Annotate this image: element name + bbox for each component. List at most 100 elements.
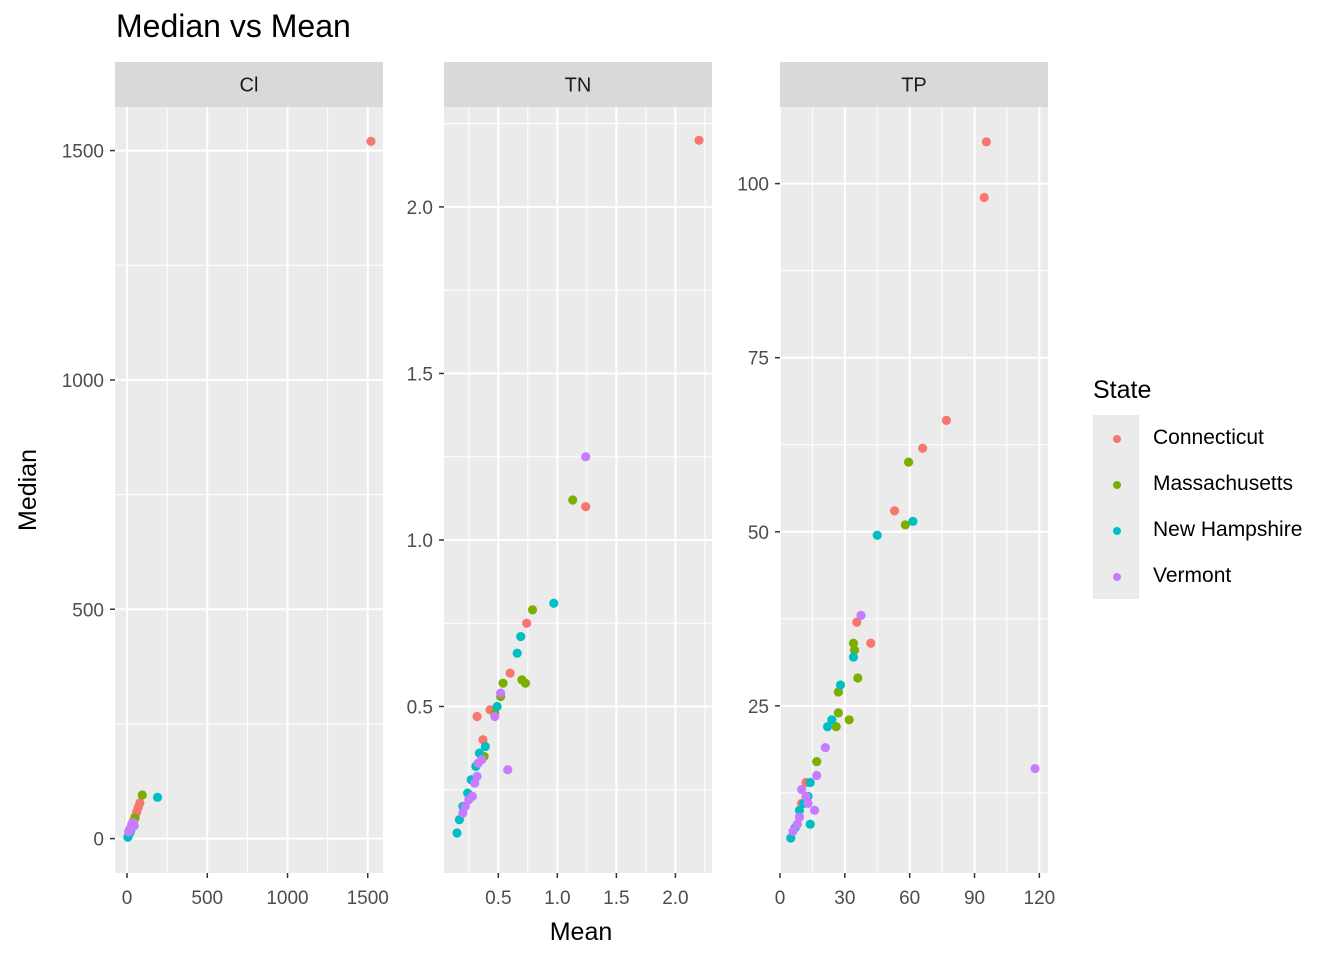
- chart-title: Median vs Mean: [116, 8, 351, 44]
- data-point-connecticut: [522, 618, 532, 628]
- facet-strip: [444, 62, 712, 107]
- data-point-massachusetts: [900, 520, 910, 530]
- data-point-new-hampshire: [805, 819, 815, 829]
- legend-label: New Hampshire: [1153, 518, 1303, 541]
- data-point-vermont: [820, 743, 830, 753]
- facet-tn: TN 0.5 1.0 1.5 2.0 0.5 1.0 1.5 2.0: [407, 62, 712, 909]
- data-point-new-hampshire: [549, 598, 559, 608]
- y-tick-label: 1.5: [407, 364, 433, 385]
- legend-dot-icon: [1113, 527, 1121, 535]
- x-tick-label: 1500: [347, 888, 389, 909]
- data-point-vermont: [124, 827, 134, 837]
- legend-item: Vermont: [1093, 553, 1302, 599]
- data-point-vermont: [788, 826, 798, 836]
- data-point-connecticut: [472, 711, 482, 722]
- facet-strip: [115, 62, 383, 107]
- x-axis-title: Mean: [550, 918, 613, 946]
- data-point-new-hampshire: [835, 680, 846, 690]
- facet-strip-label: Cl: [240, 75, 259, 97]
- data-point-connecticut: [981, 137, 992, 147]
- y-tick-label: 0: [93, 830, 104, 851]
- y-tick-label: 1500: [62, 142, 104, 163]
- data-point-new-hampshire: [452, 828, 462, 838]
- data-point-vermont: [490, 711, 500, 722]
- x-tick-label: 60: [899, 888, 920, 909]
- data-point-massachusetts: [812, 756, 822, 767]
- y-tick-label: 75: [748, 349, 769, 370]
- data-point-vermont: [496, 688, 506, 698]
- facet-cl: Cl 0 500 1000 1500 0 500 1000 1500: [62, 62, 389, 909]
- x-tick-label: 30: [834, 888, 855, 909]
- x-tick-label: 500: [191, 888, 223, 909]
- data-point-vermont: [581, 452, 591, 462]
- gridlines: [115, 107, 383, 873]
- data-point-massachusetts: [833, 708, 843, 718]
- data-point-vermont: [809, 805, 820, 815]
- y-tick-label: 2.0: [407, 198, 433, 219]
- data-point-new-hampshire: [794, 805, 805, 815]
- y-tick-label: 100: [737, 175, 769, 196]
- legend: State Connecticut Massachusetts New Hampsh…: [1093, 376, 1302, 599]
- legend-key: [1093, 461, 1139, 507]
- data-point-vermont: [803, 798, 813, 808]
- data-point-new-hampshire: [805, 777, 815, 788]
- x-tick-label: 1.0: [544, 888, 570, 909]
- data-point-new-hampshire: [492, 701, 502, 712]
- y-tick-label: 0.5: [407, 697, 433, 718]
- y-tick-label: 50: [748, 523, 769, 544]
- legend-label: Massachusetts: [1153, 472, 1294, 495]
- data-point-new-hampshire: [848, 652, 859, 662]
- facet-strip-label: TP: [901, 75, 927, 97]
- data-point-new-hampshire: [516, 631, 526, 642]
- x-tick-label: 1.5: [603, 888, 629, 909]
- data-point-new-hampshire: [152, 792, 163, 802]
- data-point-vermont: [801, 791, 811, 802]
- data-point-vermont: [792, 819, 802, 829]
- data-point-new-hampshire: [872, 530, 882, 540]
- x-tick-label: 90: [964, 888, 985, 909]
- data-point-vermont: [797, 784, 807, 795]
- panel-background: [115, 107, 383, 873]
- data-point-vermont: [458, 808, 468, 818]
- data-point-vermont: [812, 770, 822, 781]
- data-point-new-hampshire: [827, 715, 837, 725]
- y-axis-title: Median: [14, 449, 42, 531]
- legend-item: New Hampshire: [1093, 507, 1302, 553]
- data-point-connecticut: [581, 502, 591, 512]
- x-tick-label: 0: [775, 888, 786, 909]
- x-tick-label: 120: [1024, 888, 1056, 909]
- data-point-massachusetts: [568, 495, 578, 505]
- data-point-connecticut: [866, 638, 876, 648]
- data-point-massachusetts: [833, 687, 843, 697]
- panel-background: [780, 107, 1048, 873]
- x-tick-label: 1000: [266, 888, 308, 909]
- y-tick-label: 1.0: [407, 531, 433, 552]
- legend-item: Connecticut: [1093, 415, 1302, 461]
- legend-dot-icon: [1113, 481, 1121, 489]
- data-point-new-hampshire: [822, 722, 833, 732]
- x-tick-label: 0.5: [485, 888, 511, 909]
- legend-label: Connecticut: [1153, 426, 1264, 449]
- legend-key: [1093, 507, 1139, 553]
- gridlines: [444, 107, 712, 873]
- data-point-connecticut: [889, 506, 900, 516]
- facet-strip-label: TN: [565, 75, 592, 97]
- data-point-vermont: [1030, 763, 1040, 774]
- legend-key: [1093, 553, 1139, 599]
- legend-dot-icon: [1113, 435, 1121, 443]
- data-point-connecticut: [366, 136, 376, 147]
- gridlines: [779, 107, 1048, 873]
- data-point-vermont: [470, 778, 480, 788]
- data-point-connecticut: [941, 415, 952, 425]
- y-tick-label: 25: [748, 697, 769, 718]
- data-point-vermont: [473, 758, 483, 768]
- legend-label: Vermont: [1153, 564, 1232, 587]
- y-tick-label: 1000: [62, 371, 104, 392]
- data-point-connecticut: [979, 192, 989, 203]
- data-point-vermont: [503, 765, 513, 775]
- data-point-vermont: [794, 812, 805, 822]
- data-point-vermont: [856, 610, 866, 620]
- data-point-massachusetts: [849, 645, 860, 655]
- data-point-massachusetts: [844, 715, 854, 725]
